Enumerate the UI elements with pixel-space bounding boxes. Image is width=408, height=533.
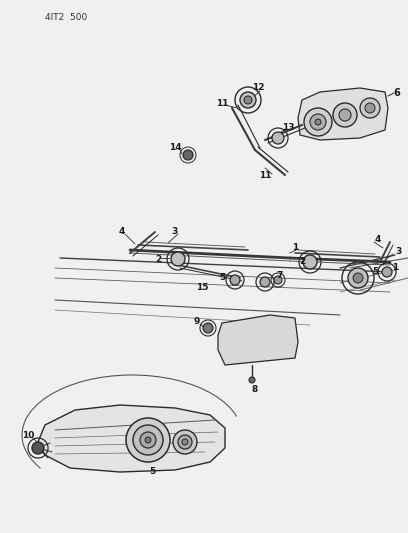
Circle shape — [203, 323, 213, 333]
Text: 2: 2 — [155, 254, 161, 263]
Text: 6: 6 — [394, 88, 400, 98]
Circle shape — [240, 92, 256, 108]
Circle shape — [274, 276, 282, 284]
Circle shape — [339, 109, 351, 121]
Polygon shape — [298, 88, 388, 140]
Circle shape — [303, 255, 317, 269]
Text: 2: 2 — [299, 257, 305, 266]
Circle shape — [249, 377, 255, 383]
Text: 5: 5 — [149, 467, 155, 477]
Text: 14: 14 — [169, 143, 181, 152]
Text: 4IT2  500: 4IT2 500 — [45, 13, 87, 22]
Text: 15: 15 — [196, 284, 208, 293]
Circle shape — [315, 119, 321, 125]
Circle shape — [126, 418, 170, 462]
Circle shape — [171, 252, 185, 266]
Text: 8: 8 — [252, 385, 258, 394]
Circle shape — [365, 103, 375, 113]
Circle shape — [133, 425, 163, 455]
Circle shape — [145, 437, 151, 443]
Circle shape — [353, 273, 363, 283]
Polygon shape — [38, 405, 225, 472]
Text: 3: 3 — [172, 228, 178, 237]
Text: 5: 5 — [219, 272, 225, 281]
Circle shape — [182, 439, 188, 445]
Circle shape — [348, 268, 368, 288]
Circle shape — [260, 277, 270, 287]
Circle shape — [173, 430, 197, 454]
Text: 1: 1 — [392, 263, 398, 272]
Text: 5: 5 — [372, 268, 378, 277]
Text: 12: 12 — [252, 84, 264, 93]
Circle shape — [272, 132, 284, 144]
Circle shape — [32, 442, 44, 454]
Circle shape — [183, 150, 193, 160]
Text: 11: 11 — [216, 99, 228, 108]
Circle shape — [244, 96, 252, 104]
Polygon shape — [218, 315, 298, 365]
Circle shape — [310, 114, 326, 130]
Text: 9: 9 — [194, 318, 200, 327]
Circle shape — [230, 275, 240, 285]
Circle shape — [140, 432, 156, 448]
Circle shape — [360, 98, 380, 118]
Text: 1: 1 — [292, 244, 298, 253]
Text: 11: 11 — [259, 171, 271, 180]
Text: 13: 13 — [282, 123, 294, 132]
Text: 7: 7 — [277, 271, 283, 279]
Circle shape — [382, 267, 392, 277]
Text: 4: 4 — [375, 236, 381, 245]
Text: 10: 10 — [22, 431, 34, 440]
Circle shape — [178, 435, 192, 449]
Circle shape — [304, 108, 332, 136]
Circle shape — [333, 103, 357, 127]
Text: 3: 3 — [395, 247, 401, 256]
Text: 4: 4 — [119, 228, 125, 237]
